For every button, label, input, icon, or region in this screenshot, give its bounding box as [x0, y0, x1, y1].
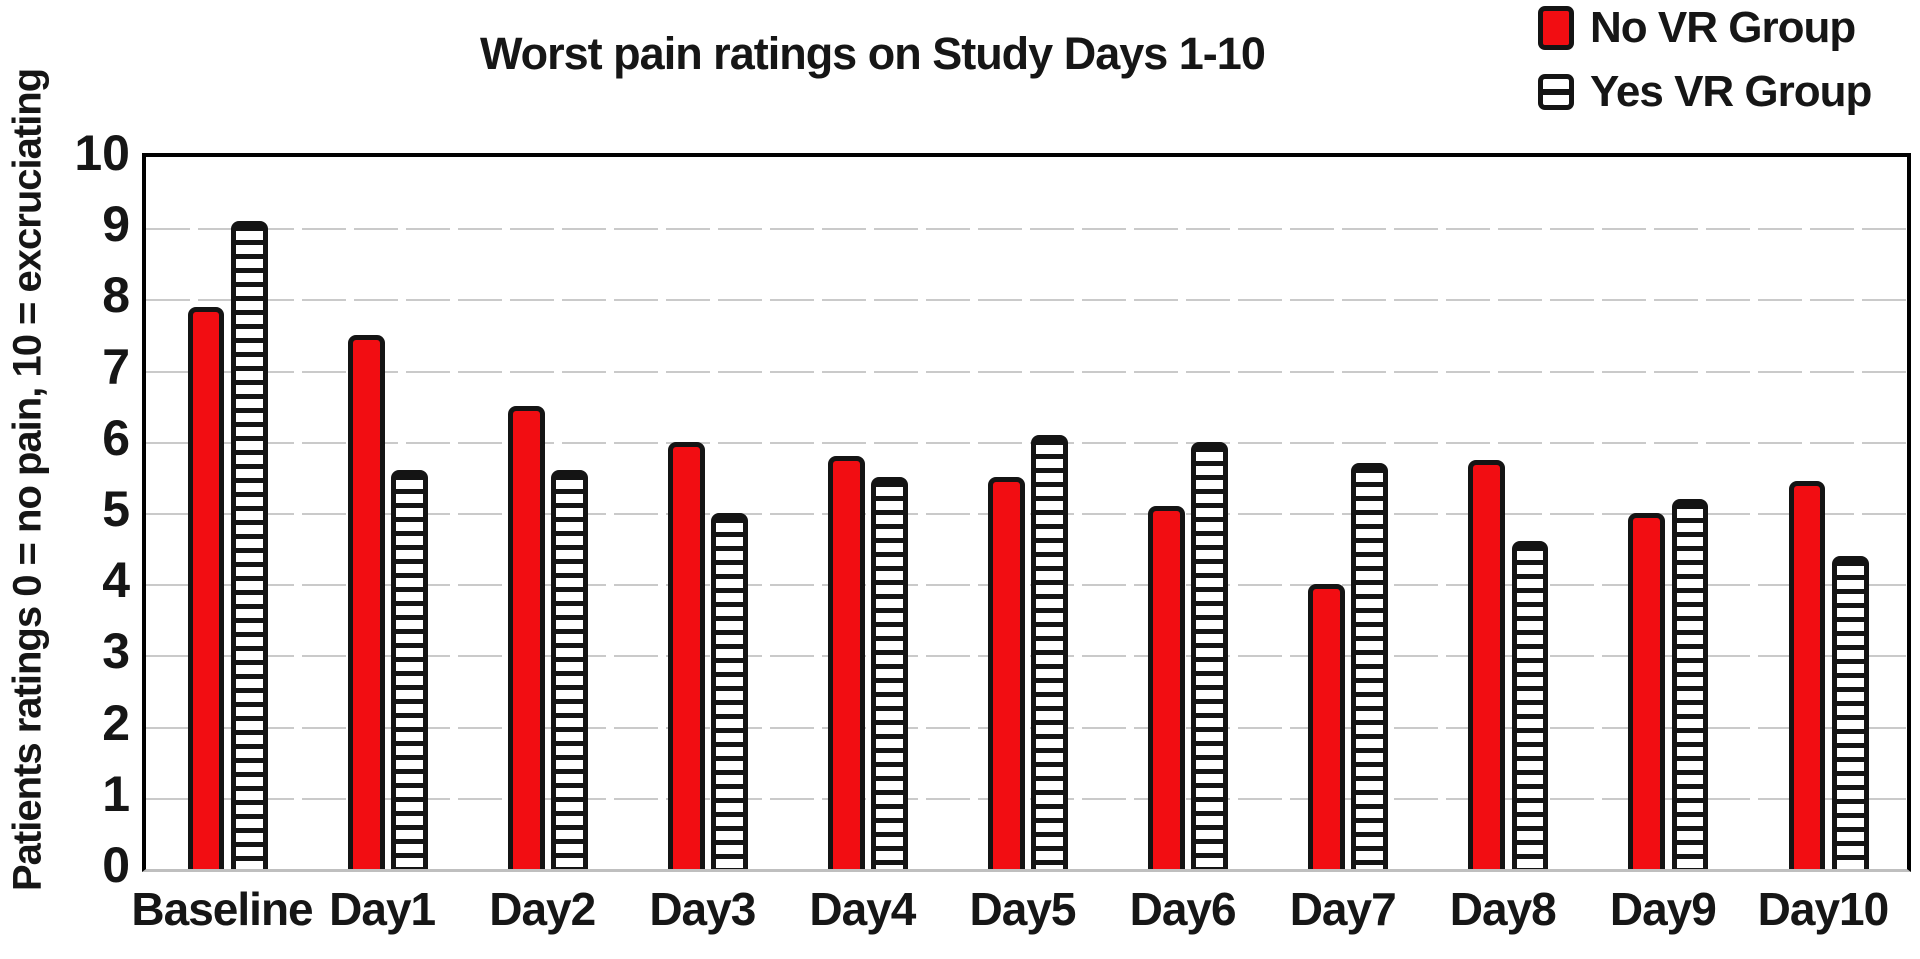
bar-yes-vr-baseline [230, 221, 268, 869]
y-tick-label-1: 1 [102, 765, 130, 822]
x-label-day4: Day4 [809, 883, 916, 935]
bar-group-day4 [786, 157, 946, 869]
x-label-baseline: Baseline [131, 883, 313, 935]
gridline-y3 [146, 655, 1907, 658]
bar-no-vr-day10 [1788, 480, 1826, 869]
y-tick-label-6: 6 [102, 409, 130, 466]
bar-group-day6 [1107, 157, 1267, 869]
bar-no-vr-day7 [1308, 584, 1346, 869]
bar-no-vr-day4 [827, 456, 865, 869]
gridline-y7 [146, 370, 1907, 373]
bar-group-day1 [306, 157, 466, 869]
y-tick-label-4: 4 [102, 552, 130, 609]
y-tick-label-3: 3 [102, 623, 130, 680]
bar-no-vr-day8 [1468, 459, 1506, 869]
x-label-day9: Day9 [1609, 883, 1717, 935]
legend-marker-striped-icon [1538, 74, 1574, 110]
y-tick-label-5: 5 [102, 481, 130, 537]
bar-no-vr-baseline [187, 306, 225, 869]
bar-yes-vr-day1 [390, 470, 428, 869]
gridline-y1 [146, 797, 1907, 800]
x-label-day6: Day6 [1129, 883, 1237, 935]
y-tick-label-10: 10 [74, 125, 130, 181]
bar-yes-vr-day8 [1511, 541, 1549, 869]
bar-yes-vr-day7 [1351, 463, 1389, 869]
bar-no-vr-day1 [347, 335, 385, 869]
bar-no-vr-day2 [507, 406, 545, 869]
bar-group-day5 [946, 157, 1106, 869]
bar-group-day3 [626, 157, 786, 869]
x-label-day10: Day10 [1757, 883, 1890, 935]
bar-group-day7 [1267, 157, 1427, 869]
gridline-y8 [146, 299, 1907, 302]
legend-item-yes-vr: Yes VR Group [1538, 66, 1872, 118]
bar-group-day2 [466, 157, 626, 869]
chart-title: Worst pain ratings on Study Days 1-10 [480, 28, 1266, 79]
bar-yes-vr-day4 [871, 477, 908, 869]
bar-yes-vr-day10 [1831, 555, 1869, 869]
bar-yes-vr-day3 [711, 513, 748, 869]
legend-item-no-vr: No VR Group [1538, 2, 1871, 54]
bar-group-day10 [1747, 157, 1907, 869]
bar-no-vr-day3 [667, 441, 705, 869]
bar-no-vr-day6 [1148, 505, 1185, 869]
x-label-day1: Day1 [329, 883, 436, 935]
gridline-y4 [146, 584, 1907, 587]
bar-yes-vr-day2 [551, 470, 588, 869]
x-label-day2: Day2 [489, 883, 596, 935]
x-label-day7: Day7 [1289, 883, 1397, 935]
x-label-day3: Day3 [649, 883, 756, 935]
gridline-y2 [146, 726, 1907, 729]
bar-group-baseline [146, 157, 306, 869]
y-tick-label-8: 8 [102, 267, 130, 324]
y-tick-label-9: 9 [102, 196, 130, 253]
x-label-day8: Day8 [1449, 883, 1557, 935]
gridline-y6 [146, 441, 1907, 444]
gridline-y9 [146, 228, 1907, 231]
bar-yes-vr-day5 [1031, 434, 1069, 869]
bar-group-day8 [1427, 157, 1587, 869]
y-tick-label-7: 7 [102, 338, 130, 395]
plot-area [142, 153, 1911, 872]
bar-no-vr-day9 [1628, 513, 1666, 869]
y-tick-label-0: 0 [102, 837, 130, 893]
legend-label-yes-vr: Yes VR Group [1590, 67, 1872, 116]
bar-yes-vr-day9 [1671, 498, 1709, 869]
y-tick-label-2: 2 [102, 694, 130, 751]
x-label-day5: Day5 [969, 883, 1077, 935]
bar-no-vr-day5 [988, 477, 1025, 869]
legend: No VR Group Yes VR Group [1538, 2, 1872, 118]
legend-marker-solid-red-icon [1538, 6, 1574, 50]
gridline-y5 [146, 513, 1907, 515]
bar-group-day9 [1587, 157, 1747, 869]
legend-label-no-vr: No VR Group [1590, 3, 1856, 52]
bar-yes-vr-day6 [1191, 441, 1229, 869]
